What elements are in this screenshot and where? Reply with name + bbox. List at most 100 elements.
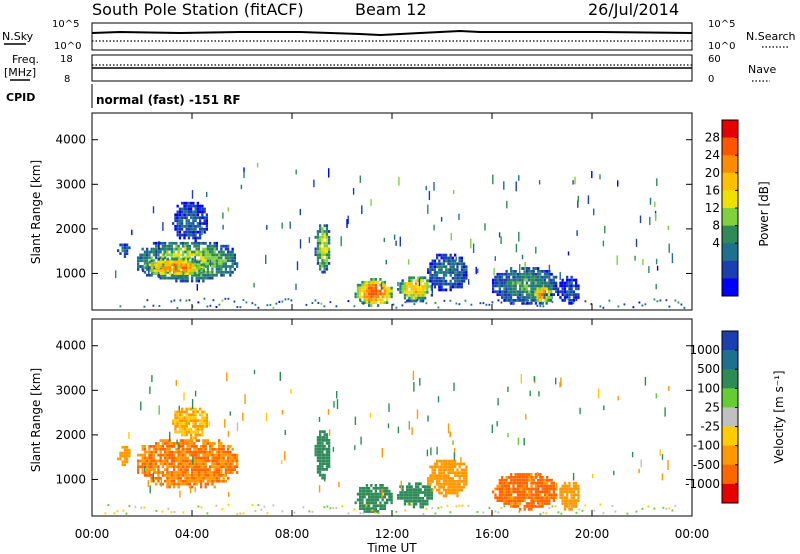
data-cell [170, 471, 173, 474]
data-cell [548, 493, 551, 497]
x-tick-label: 12:00 [375, 527, 410, 541]
data-cell [179, 253, 182, 257]
data-cell [183, 236, 186, 240]
data-cell [179, 279, 182, 283]
data-cell [408, 488, 411, 491]
data-cell [512, 502, 515, 505]
data-cell [190, 430, 193, 434]
data-cell [493, 267, 495, 276]
data-cell [178, 222, 182, 225]
data-cell [227, 207, 230, 212]
data-cell [374, 492, 377, 496]
data-cell [215, 273, 218, 277]
data-cell [419, 482, 422, 486]
data-cell [354, 292, 357, 296]
data-cell [332, 446, 335, 452]
data-cell [516, 502, 520, 505]
data-cell [227, 491, 230, 497]
data-cell [390, 295, 393, 299]
data-cell [233, 453, 236, 457]
data-cell [192, 422, 195, 425]
data-cell [388, 289, 391, 293]
data-cell [449, 465, 452, 469]
data-cell [184, 465, 187, 469]
data-cell [455, 302, 458, 305]
data-cell [548, 502, 551, 505]
data-cell [202, 442, 205, 445]
station-title: South Pole Station (fitACF) [92, 0, 304, 19]
data-cell [456, 482, 459, 486]
data-cell [184, 266, 187, 270]
data-cell [200, 459, 203, 463]
data-cell [516, 496, 520, 500]
data-cell [516, 476, 520, 479]
data-cell [203, 419, 206, 422]
data-cell [170, 482, 173, 486]
data-cell [184, 476, 187, 480]
data-cell [393, 234, 396, 240]
data-cell [187, 207, 191, 211]
data-cell [537, 275, 540, 279]
data-cell [454, 459, 457, 463]
data-cell [659, 299, 662, 302]
data-cell [209, 250, 212, 254]
data-cell [460, 256, 463, 260]
data-cell [123, 445, 127, 449]
data-cell [403, 282, 407, 285]
data-cell [417, 482, 420, 486]
data-cell [410, 485, 413, 489]
data-cell [541, 487, 544, 491]
colorbar-swatch [722, 278, 738, 297]
data-cell [321, 456, 324, 460]
data-cell [328, 429, 331, 436]
data-cell [187, 413, 191, 417]
data-cell [328, 465, 331, 468]
power-data-cells [115, 162, 686, 309]
data-cell [519, 499, 522, 502]
data-cell [328, 241, 331, 245]
data-cell [201, 422, 204, 425]
data-cell [139, 259, 142, 263]
data-cell [575, 502, 578, 505]
data-cell [449, 485, 452, 489]
data-cell [169, 272, 172, 275]
data-cell [179, 456, 182, 460]
data-cell [503, 181, 505, 190]
data-cell [155, 482, 158, 486]
cpid-label: CPID [6, 91, 35, 104]
data-cell [190, 225, 193, 228]
data-cell [497, 398, 499, 406]
data-cell [188, 465, 191, 469]
data-cell [200, 273, 203, 277]
data-cell [176, 430, 179, 434]
data-cell [436, 282, 439, 286]
data-cell [560, 512, 563, 515]
data-cell [433, 276, 437, 280]
data-cell [182, 471, 185, 474]
data-cell [197, 279, 200, 283]
data-cell [161, 442, 164, 445]
data-cell [671, 253, 674, 264]
data-cell [543, 284, 547, 288]
data-cell [152, 472, 154, 483]
data-cell [374, 504, 377, 508]
data-cell [504, 486, 506, 496]
data-cell [557, 511, 560, 514]
data-cell [514, 281, 517, 285]
data-cell [185, 299, 188, 302]
data-cell [449, 459, 452, 463]
data-cell [209, 445, 212, 448]
data-cell [442, 477, 446, 480]
data-cell [222, 465, 225, 469]
data-cell [218, 268, 221, 271]
data-cell [226, 464, 228, 471]
data-cell [197, 241, 200, 245]
data-cell [530, 487, 533, 491]
data-cell [617, 180, 619, 187]
data-cell [501, 281, 504, 285]
colorbar-swatch [722, 172, 738, 191]
data-cell [162, 269, 165, 273]
data-cell [575, 481, 578, 485]
data-cell [123, 246, 127, 250]
data-cell [421, 496, 424, 500]
